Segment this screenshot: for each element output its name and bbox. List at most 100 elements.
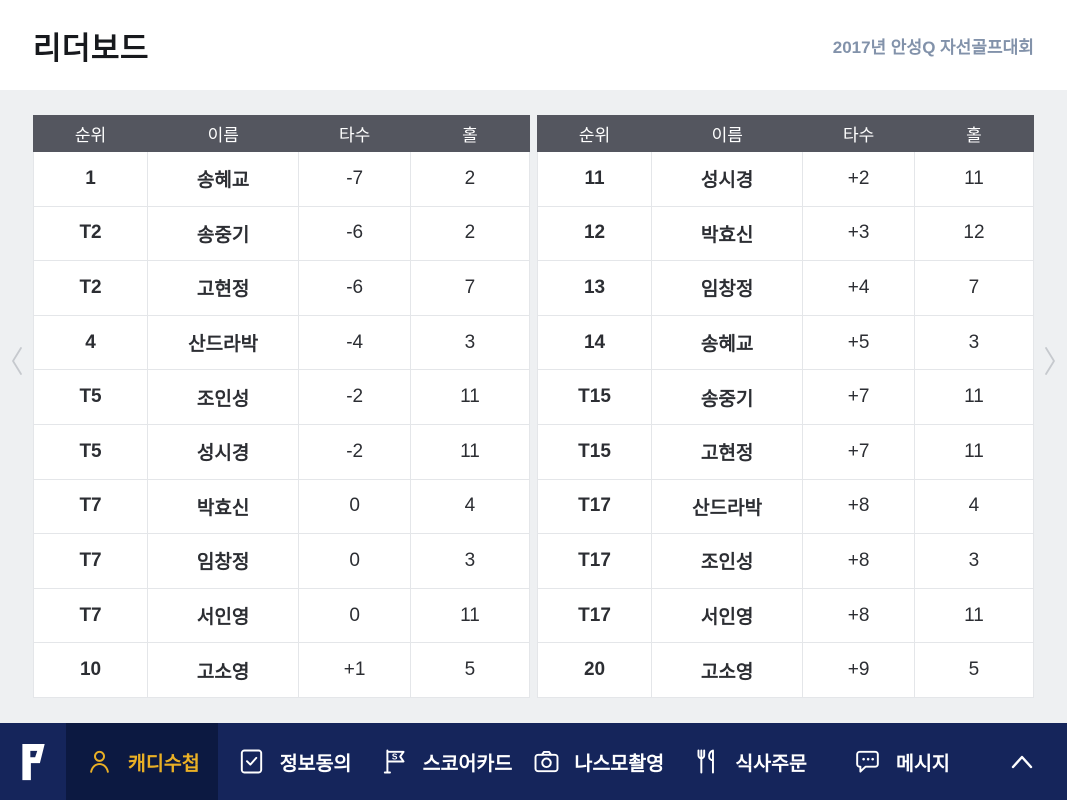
cell-score: +2 xyxy=(802,151,915,207)
nav-item-info-consent[interactable]: 정보동의 xyxy=(218,723,370,800)
page-title: 리더보드 xyxy=(33,30,150,66)
cell-hole: 11 xyxy=(409,369,531,425)
cell-hole: 11 xyxy=(913,587,1035,644)
cell-rank: T17 xyxy=(536,587,653,644)
table-row: 10 고소영 +1 5 xyxy=(32,642,531,698)
cell-hole: 7 xyxy=(409,260,531,316)
caddy-person-icon xyxy=(90,750,109,773)
nav-item-scorecard[interactable]: S 스코어카드 xyxy=(370,723,522,800)
cell-rank: 11 xyxy=(536,151,653,207)
cell-name: 조인성 xyxy=(651,533,804,589)
nav-item-label: 식사주문 xyxy=(735,753,808,775)
cell-score: +9 xyxy=(802,642,915,698)
cell-score: -4 xyxy=(298,314,411,371)
table-row: 11 성시경 +2 11 xyxy=(536,151,1035,207)
cell-name: 고현정 xyxy=(651,423,804,480)
cell-hole: 5 xyxy=(913,642,1035,698)
cell-score: +8 xyxy=(802,478,915,535)
consent-check-icon xyxy=(240,749,263,774)
cell-rank: 1 xyxy=(32,151,149,207)
table-row: 20 고소영 +9 5 xyxy=(536,642,1035,698)
col-header-score: 타수 xyxy=(298,115,411,152)
table-row: T2 송중기 -6 2 xyxy=(32,205,531,262)
cell-hole: 4 xyxy=(913,478,1035,535)
cell-hole: 4 xyxy=(409,478,531,535)
cell-hole: 11 xyxy=(913,369,1035,425)
cell-score: 0 xyxy=(298,478,411,535)
cell-rank: T2 xyxy=(32,205,149,262)
camera-icon xyxy=(534,750,558,773)
table-row: T7 박효신 0 4 xyxy=(32,478,531,535)
cell-score: +8 xyxy=(802,533,915,589)
cell-name: 송중기 xyxy=(651,369,804,425)
cell-name: 조인성 xyxy=(147,369,300,425)
table-header: 순위 이름 타수 홀 xyxy=(536,115,1035,152)
collapse-nav-button[interactable] xyxy=(977,723,1067,800)
table-row: T7 임창정 0 3 xyxy=(32,533,531,589)
cell-hole: 5 xyxy=(409,642,531,698)
cell-score: +7 xyxy=(802,423,915,480)
cell-name: 고소영 xyxy=(651,642,804,698)
cell-rank: T5 xyxy=(32,369,149,425)
table-row: T15 고현정 +7 11 xyxy=(536,423,1035,480)
cell-rank: T15 xyxy=(536,423,653,480)
cell-rank: T5 xyxy=(32,423,149,480)
cell-hole: 12 xyxy=(913,205,1035,262)
nav-item-meal-order[interactable]: 식사주문 xyxy=(673,723,825,800)
cell-score: -7 xyxy=(298,151,411,207)
table-row: T17 서인영 +8 11 xyxy=(536,587,1035,644)
cell-rank: T7 xyxy=(32,533,149,589)
nav-item-label: 캐디수첩 xyxy=(128,753,200,775)
table-row: T7 서인영 0 11 xyxy=(32,587,531,644)
cell-score: +4 xyxy=(802,260,915,316)
cell-score: +7 xyxy=(802,369,915,425)
cell-name: 임창정 xyxy=(147,533,300,589)
cell-score: 0 xyxy=(298,533,411,589)
cell-name: 고현정 xyxy=(147,260,300,316)
table-row: 1 송혜교 -7 2 xyxy=(32,151,531,207)
cell-rank: 4 xyxy=(32,314,149,371)
svg-text:S: S xyxy=(392,752,398,762)
col-header-hole: 홀 xyxy=(409,115,531,152)
content-area: 순위 이름 타수 홀 1 송혜교 -7 2 T2 송중기 -6 2 T2 고현정 -6 7 4 산드라박 -… xyxy=(0,90,1067,723)
cell-score: +3 xyxy=(802,205,915,262)
nav-items: 캐디수첩 정보동의 S 스코어카드 나스모촬영 식사주문 메시지 xyxy=(66,723,977,800)
prev-page-button[interactable] xyxy=(2,337,32,385)
next-page-button[interactable] xyxy=(1035,337,1065,385)
cell-hole: 2 xyxy=(409,151,531,207)
cell-hole: 3 xyxy=(409,533,531,589)
cell-hole: 11 xyxy=(913,423,1035,480)
nav-item-message[interactable]: 메시지 xyxy=(825,723,977,800)
cell-name: 박효신 xyxy=(651,205,804,262)
table-row: T15 송중기 +7 11 xyxy=(536,369,1035,425)
leaderboard-tables: 순위 이름 타수 홀 1 송혜교 -7 2 T2 송중기 -6 2 T2 고현정 -6 7 4 산드라박 -… xyxy=(32,115,1035,698)
cell-hole: 3 xyxy=(409,314,531,371)
leaderboard-table-right: 순위 이름 타수 홀 11 성시경 +2 11 12 박효신 +3 12 13 임창정 +4 7 14 송… xyxy=(536,115,1035,698)
cell-score: +5 xyxy=(802,314,915,371)
cell-name: 송혜교 xyxy=(147,151,300,207)
app-logo[interactable] xyxy=(0,723,66,800)
cell-hole: 7 xyxy=(913,260,1035,316)
cell-rank: T7 xyxy=(32,587,149,644)
cell-rank: T15 xyxy=(536,369,653,425)
table-row: 13 임창정 +4 7 xyxy=(536,260,1035,316)
cell-rank: 14 xyxy=(536,314,653,371)
cell-score: +1 xyxy=(298,642,411,698)
leaderboard-table-left: 순위 이름 타수 홀 1 송혜교 -7 2 T2 송중기 -6 2 T2 고현정 -6 7 4 산드라박 -… xyxy=(32,115,531,698)
cell-name: 산드라박 xyxy=(147,314,300,371)
table-row: 12 박효신 +3 12 xyxy=(536,205,1035,262)
col-header-rank: 순위 xyxy=(32,115,149,152)
cell-rank: 12 xyxy=(536,205,653,262)
nav-item-label: 나스모촬영 xyxy=(574,753,665,775)
chevron-left-icon xyxy=(12,347,22,375)
nav-item-caddy-notebook[interactable]: 캐디수첩 xyxy=(66,723,218,800)
cell-rank: T17 xyxy=(536,478,653,535)
col-header-rank: 순위 xyxy=(536,115,653,152)
cell-score: -2 xyxy=(298,369,411,425)
nav-item-nasmo-recording[interactable]: 나스모촬영 xyxy=(521,723,673,800)
cell-name: 박효신 xyxy=(147,478,300,535)
table-header: 순위 이름 타수 홀 xyxy=(32,115,531,152)
scorecard-flag-icon: S xyxy=(383,749,405,774)
cell-hole: 11 xyxy=(409,423,531,480)
cell-rank: 10 xyxy=(32,642,149,698)
